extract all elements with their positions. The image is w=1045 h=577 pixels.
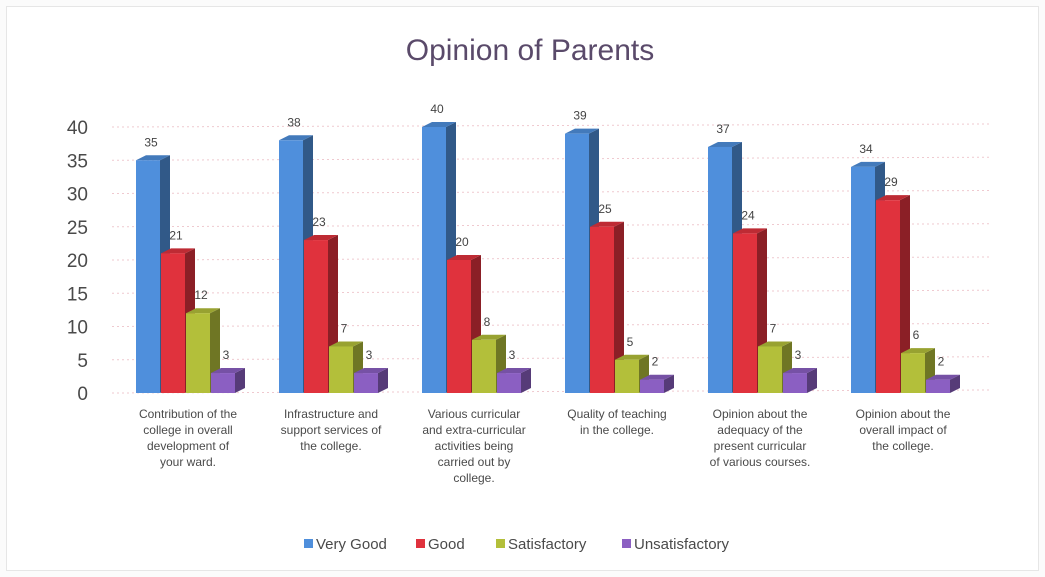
data-label: 34 xyxy=(859,142,873,156)
category-label: Quality of teaching in the college. xyxy=(567,407,666,437)
legend-item: Very Good xyxy=(304,536,387,553)
gridlines xyxy=(111,123,991,394)
data-label: 3 xyxy=(223,348,230,362)
bar-good xyxy=(876,195,910,393)
data-label: 39 xyxy=(573,109,587,123)
gridline xyxy=(111,389,991,394)
data-label: 5 xyxy=(627,335,634,349)
legend-label: Satisfactory xyxy=(508,536,587,553)
category-label: Opinion about the adequacy of the present … xyxy=(710,407,811,469)
data-label: 3 xyxy=(509,348,516,362)
bar-unsatisfactory xyxy=(211,368,245,393)
category-label: Opinion about the overall impact of the co… xyxy=(856,407,951,453)
gridline xyxy=(111,123,991,128)
legend-swatch xyxy=(496,539,505,548)
gridline xyxy=(111,223,991,228)
bar-unsatisfactory xyxy=(926,374,960,393)
legend-swatch xyxy=(622,539,631,548)
data-label: 25 xyxy=(598,202,612,216)
bar-unsatisfactory xyxy=(497,368,531,393)
legend: Very Good Good Satisfactory Unsatisfactory xyxy=(304,536,730,553)
y-tick-label: 40 xyxy=(67,118,88,139)
y-tick-label: 30 xyxy=(67,185,88,206)
category-label: Various curricular and extra-curricular ac… xyxy=(422,407,525,485)
bar-unsatisfactory xyxy=(783,368,817,393)
data-label: 20 xyxy=(455,235,469,249)
y-tick-label: 15 xyxy=(67,284,88,305)
data-label: 8 xyxy=(484,315,491,329)
category-labels: Contribution of the college in overall dev… xyxy=(139,407,951,485)
y-tick-label: 25 xyxy=(67,218,88,239)
y-axis-ticks: 0 5 10 15 20 25 30 35 40 xyxy=(67,118,88,405)
data-label: 3 xyxy=(366,348,373,362)
gridline xyxy=(111,323,991,327)
data-label: 21 xyxy=(169,228,183,242)
data-label: 2 xyxy=(938,355,945,369)
gridline xyxy=(111,256,991,261)
bar-unsatisfactory xyxy=(640,374,674,393)
category-label: Infrastructure and support services of the… xyxy=(281,407,382,453)
data-label: 35 xyxy=(144,135,158,149)
data-label: 24 xyxy=(741,208,755,222)
category-label: Contribution of the college in overall dev… xyxy=(139,407,237,469)
gridline xyxy=(111,356,991,361)
gridline xyxy=(111,190,991,194)
legend-label: Unsatisfactory xyxy=(634,536,730,553)
gridline xyxy=(111,156,991,161)
data-label: 38 xyxy=(287,115,301,129)
y-tick-label: 35 xyxy=(67,151,88,172)
data-label: 7 xyxy=(341,321,348,335)
legend-item: Satisfactory xyxy=(496,536,587,553)
y-tick-label: 5 xyxy=(77,351,88,372)
legend-label: Very Good xyxy=(316,536,387,553)
bar-good xyxy=(447,255,481,393)
data-label: 23 xyxy=(312,215,326,229)
data-label: 40 xyxy=(430,102,444,116)
data-label: 3 xyxy=(795,348,802,362)
legend-item: Good xyxy=(416,536,465,553)
bars xyxy=(136,122,960,394)
data-label: 12 xyxy=(194,288,208,302)
bar-unsatisfactory xyxy=(354,368,388,393)
data-label: 6 xyxy=(913,328,920,342)
data-label: 37 xyxy=(716,122,730,136)
chart-title: Opinion of Parents xyxy=(406,34,654,67)
legend-label: Good xyxy=(428,536,465,553)
legend-item: Unsatisfactory xyxy=(622,536,730,553)
data-label: 2 xyxy=(652,355,659,369)
data-label: 29 xyxy=(884,175,898,189)
bar-good xyxy=(590,221,624,393)
y-tick-label: 10 xyxy=(67,318,88,339)
legend-swatch xyxy=(304,539,313,548)
bar-satisfactory xyxy=(901,348,935,393)
bar-very-good xyxy=(565,128,599,393)
bar-very-good xyxy=(279,135,313,394)
legend-swatch xyxy=(416,539,425,548)
bar-satisfactory xyxy=(615,354,649,393)
y-tick-label: 0 xyxy=(77,384,88,405)
data-label: 7 xyxy=(770,321,777,335)
y-tick-label: 20 xyxy=(67,251,88,272)
gridline xyxy=(111,289,991,294)
